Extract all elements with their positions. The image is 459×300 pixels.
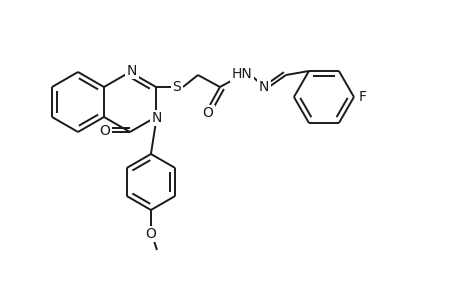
Text: N: N [151,111,162,125]
Text: O: O [202,106,213,120]
Text: S: S [172,80,181,94]
Text: N: N [127,64,137,78]
Text: O: O [145,227,156,241]
Text: N: N [258,80,269,94]
Text: HN: HN [231,67,252,81]
Text: F: F [358,90,366,104]
Text: O: O [99,124,110,138]
